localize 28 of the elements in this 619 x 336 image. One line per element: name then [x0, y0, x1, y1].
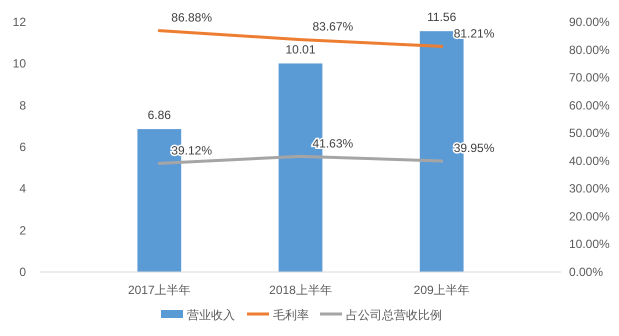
- y2-tick-label: 90.00%: [569, 15, 610, 29]
- y-tick-label: 6: [19, 140, 26, 154]
- y2-tick-label: 70.00%: [569, 70, 610, 85]
- y2-tick-label: 20.00%: [569, 209, 610, 224]
- y2-tick-label: 10.00%: [569, 237, 610, 252]
- y-tick-label: 8: [19, 98, 26, 112]
- y-tick-label: 2: [19, 223, 26, 238]
- y2-tick-label: 50.00%: [569, 126, 610, 140]
- y2-tick-label: 30.00%: [569, 182, 610, 196]
- data-label: 11.56: [427, 10, 457, 24]
- y-tick-label: 0: [19, 265, 26, 279]
- x-tick-label: 209上半年: [414, 283, 470, 297]
- data-label: 6.86: [148, 108, 172, 122]
- data-label: 10.01: [285, 42, 316, 56]
- data-label: 83.67%: [312, 20, 354, 34]
- y-tick-label: 4: [19, 182, 26, 196]
- y2-tick-label: 80.00%: [569, 42, 610, 57]
- x-tick-label: 2018上半年: [269, 283, 332, 297]
- y2-tick-label: 60.00%: [569, 98, 610, 112]
- y-tick-label: 10: [12, 56, 26, 71]
- y-tick-label: 12: [12, 15, 26, 29]
- legend-label: 营业收入: [187, 308, 235, 322]
- data-label: 86.88%: [171, 10, 212, 25]
- legend-label: 毛利率: [273, 308, 309, 322]
- legend-label: 占公司总营收比例: [346, 308, 442, 322]
- x-tick-label: 2017上半年: [128, 283, 191, 297]
- y2-tick-label: 0.00%: [569, 265, 604, 279]
- y2-tick-label: 40.00%: [569, 154, 610, 168]
